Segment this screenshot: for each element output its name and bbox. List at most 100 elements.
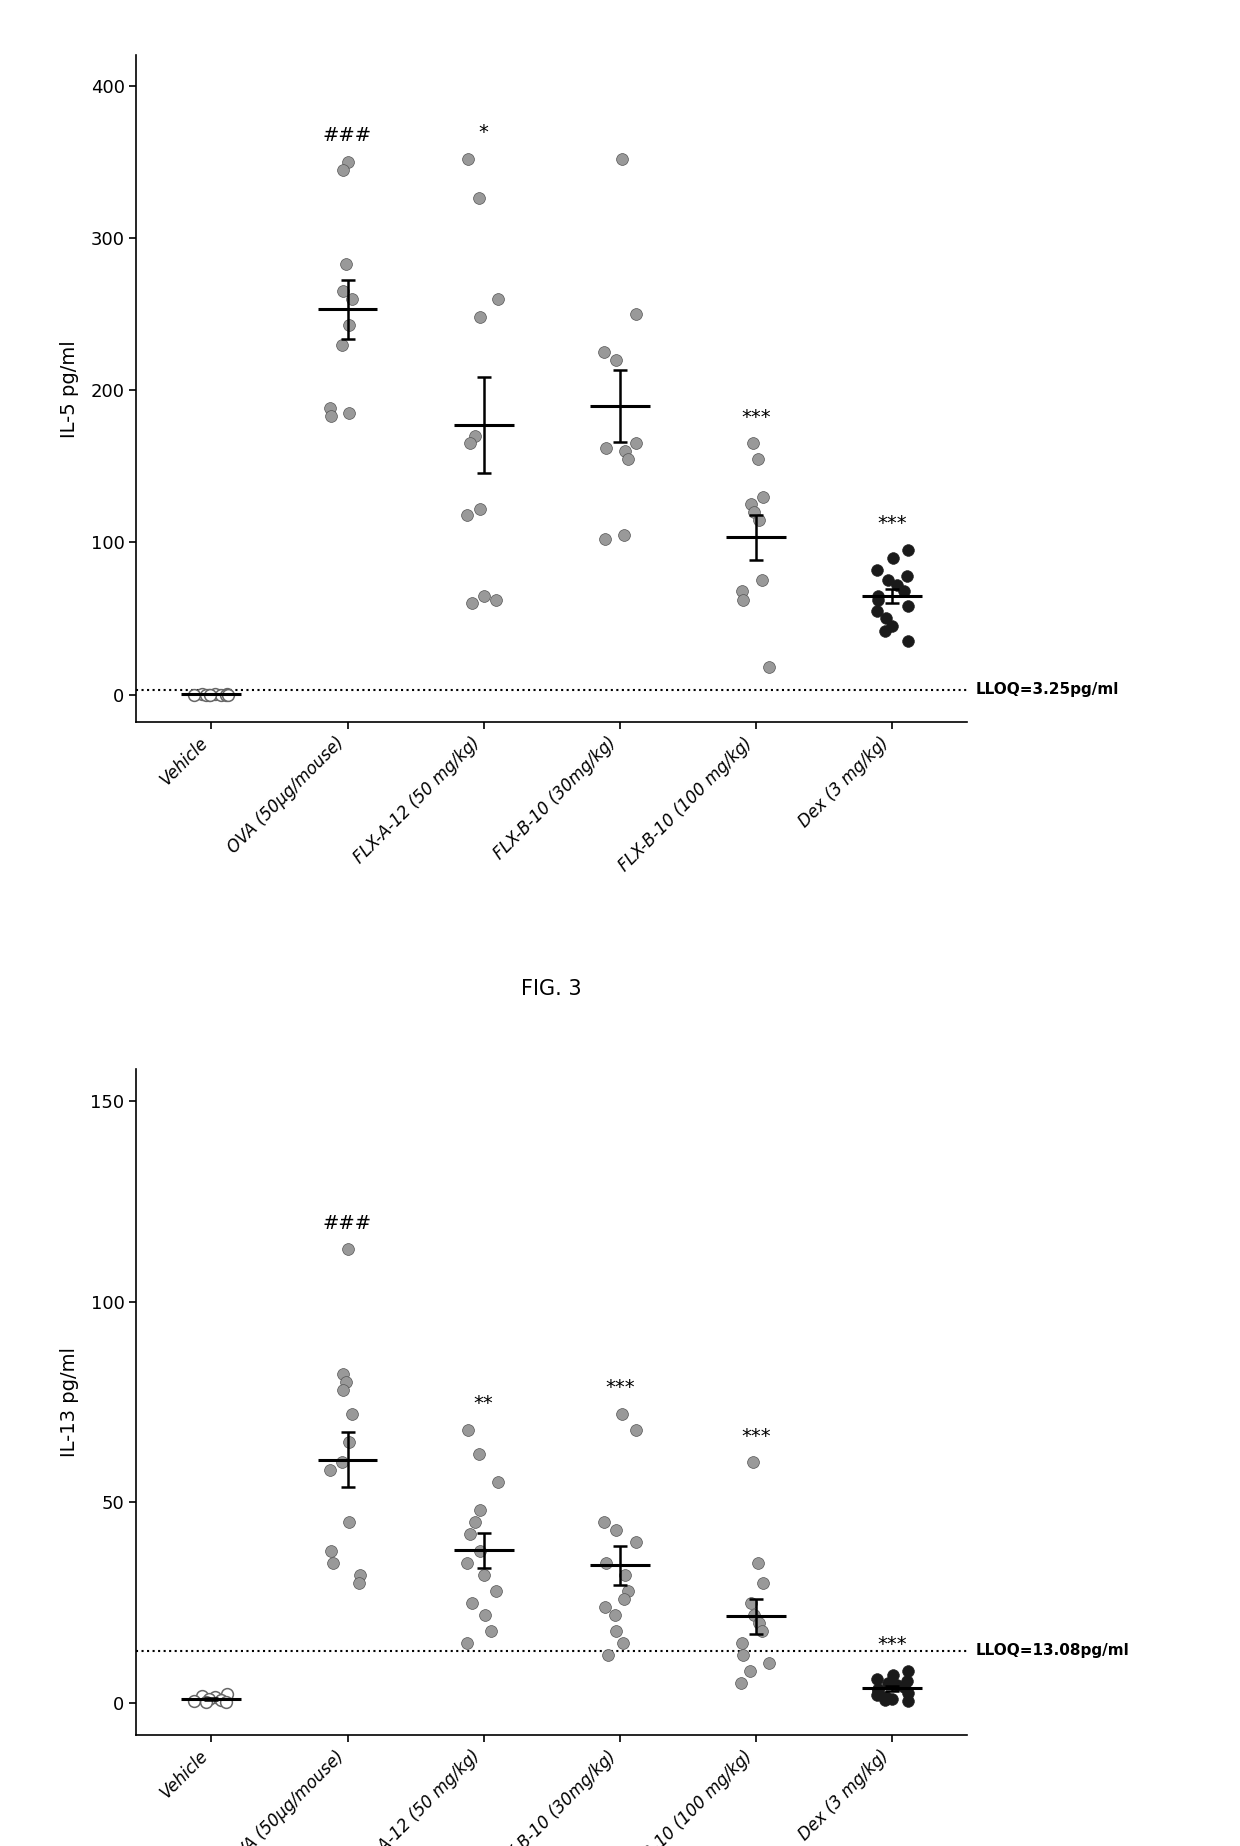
Point bbox=[868, 1665, 888, 1695]
Point bbox=[332, 1359, 352, 1388]
Point bbox=[751, 1615, 771, 1645]
Point bbox=[626, 1416, 646, 1445]
Point bbox=[611, 1399, 631, 1429]
Point bbox=[734, 1639, 754, 1669]
Point bbox=[342, 1399, 362, 1429]
Point bbox=[350, 1560, 370, 1589]
Point bbox=[460, 1519, 480, 1549]
Point bbox=[898, 1656, 918, 1685]
Point bbox=[332, 155, 352, 185]
Point bbox=[460, 428, 480, 458]
Text: ###: ### bbox=[322, 1213, 372, 1233]
Point bbox=[324, 1547, 343, 1576]
Point bbox=[894, 1672, 914, 1702]
Point bbox=[342, 284, 362, 314]
Point bbox=[740, 1656, 760, 1685]
Point bbox=[475, 581, 495, 611]
Point bbox=[470, 1495, 490, 1525]
Text: ***: *** bbox=[605, 1379, 635, 1397]
Point bbox=[184, 1687, 203, 1717]
Point bbox=[899, 591, 919, 620]
Point bbox=[337, 1235, 357, 1265]
Point bbox=[211, 679, 231, 709]
Point bbox=[320, 393, 340, 423]
Point bbox=[336, 249, 356, 279]
Point bbox=[614, 1584, 634, 1613]
Y-axis label: IL-5 pg/ml: IL-5 pg/ml bbox=[61, 340, 79, 438]
Point bbox=[744, 1447, 764, 1477]
Point bbox=[626, 428, 646, 458]
Point bbox=[475, 1600, 495, 1630]
Point bbox=[744, 497, 764, 526]
Point bbox=[733, 1628, 753, 1658]
Point bbox=[475, 1560, 495, 1589]
Point bbox=[887, 1671, 906, 1700]
Text: ***: *** bbox=[742, 408, 771, 426]
Point bbox=[734, 585, 754, 615]
Point bbox=[489, 1468, 508, 1497]
Point bbox=[469, 183, 489, 212]
Point bbox=[320, 1455, 340, 1484]
Point bbox=[626, 1528, 646, 1558]
Point bbox=[598, 1639, 618, 1669]
Text: ***: *** bbox=[878, 1636, 908, 1654]
Point bbox=[332, 330, 352, 360]
Point bbox=[753, 1567, 773, 1597]
Point bbox=[469, 1440, 489, 1469]
Point bbox=[753, 482, 773, 511]
Point bbox=[898, 561, 918, 591]
Point bbox=[596, 1547, 616, 1576]
Point bbox=[875, 604, 895, 633]
Point bbox=[458, 1628, 477, 1658]
Point bbox=[337, 148, 357, 177]
Text: LLOQ=3.25pg/ml: LLOQ=3.25pg/ml bbox=[976, 683, 1118, 698]
Point bbox=[733, 576, 753, 605]
Point bbox=[898, 535, 918, 565]
Point bbox=[211, 1685, 231, 1715]
Point bbox=[878, 565, 898, 594]
Point bbox=[465, 1508, 485, 1538]
Point bbox=[611, 144, 631, 174]
Point bbox=[339, 310, 358, 340]
Point bbox=[321, 401, 341, 430]
Point bbox=[898, 1667, 918, 1696]
Point bbox=[883, 1660, 903, 1689]
Point bbox=[615, 1560, 635, 1589]
Text: ###: ### bbox=[322, 126, 372, 146]
Point bbox=[339, 399, 358, 428]
Point bbox=[898, 626, 918, 655]
Point bbox=[748, 443, 768, 473]
Point bbox=[200, 679, 219, 709]
Point bbox=[899, 1678, 919, 1708]
Point bbox=[875, 1682, 895, 1711]
Point bbox=[216, 679, 236, 709]
Point bbox=[184, 679, 203, 709]
Point bbox=[894, 576, 914, 605]
Point bbox=[196, 1687, 216, 1717]
Point bbox=[596, 434, 616, 463]
Point bbox=[882, 1684, 901, 1713]
Point bbox=[867, 596, 887, 626]
Point bbox=[332, 1447, 352, 1477]
Point bbox=[868, 585, 888, 615]
Text: LLOQ=13.08pg/ml: LLOQ=13.08pg/ml bbox=[976, 1643, 1130, 1658]
Point bbox=[192, 679, 212, 709]
Point bbox=[887, 570, 906, 600]
Point bbox=[470, 303, 490, 332]
Point bbox=[595, 1591, 615, 1621]
Point bbox=[898, 1687, 918, 1717]
Point bbox=[205, 679, 224, 709]
Point bbox=[759, 1648, 779, 1678]
Point bbox=[868, 1676, 888, 1706]
Point bbox=[605, 1600, 625, 1630]
Point bbox=[470, 495, 490, 524]
Point bbox=[614, 1628, 634, 1658]
Text: **: ** bbox=[474, 1394, 494, 1414]
Point bbox=[463, 589, 482, 618]
Point bbox=[749, 1608, 769, 1637]
Point bbox=[470, 1536, 490, 1565]
Point bbox=[748, 1547, 768, 1576]
Point bbox=[336, 1368, 356, 1397]
Point bbox=[332, 1375, 352, 1405]
Text: ***: *** bbox=[742, 1427, 771, 1445]
